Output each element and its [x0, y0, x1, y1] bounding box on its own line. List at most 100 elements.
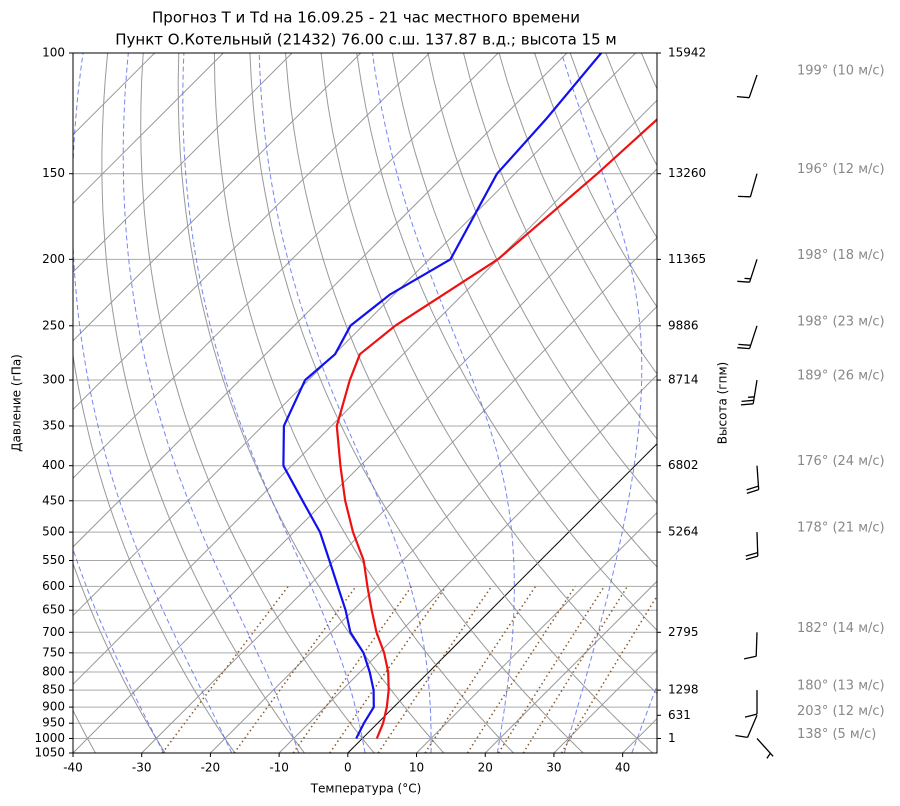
dry-adiabat	[249, 53, 584, 753]
isotherm	[347, 443, 657, 753]
dry-adiabat	[73, 352, 236, 753]
isotherm	[622, 717, 657, 753]
wind-label: 182° (14 м/с)	[797, 621, 885, 636]
y2-tick-label: 1	[668, 731, 676, 745]
isotherm	[73, 53, 293, 273]
plot-frame	[72, 52, 658, 754]
y-tick-label: 550	[42, 553, 65, 567]
isotherm	[73, 53, 636, 617]
wind-label: 198° (23 м/с)	[797, 314, 885, 329]
y-tick-label: 900	[42, 700, 65, 714]
x-tick-label: 10	[409, 761, 424, 775]
isotherm	[73, 53, 430, 411]
y-tick-label: 200	[42, 252, 65, 266]
mixing-ratio	[161, 585, 289, 753]
y2-tick-label: 1298	[668, 683, 699, 697]
y-tick-label: 650	[42, 603, 65, 617]
mixing-ratio	[233, 585, 357, 753]
dry-adiabat	[177, 53, 445, 753]
wind-barb	[735, 715, 758, 739]
dry-adiabat	[569, 53, 657, 239]
dry-adiabat	[101, 53, 305, 753]
y2-tick-label: 9886	[668, 318, 699, 332]
isotherm	[416, 511, 657, 753]
y-tick-label: 1000	[34, 731, 65, 745]
y-axis-label: Давление (гПа)	[10, 354, 24, 452]
x-tick-label: -30	[132, 761, 152, 775]
y-tick-label: 800	[42, 665, 65, 679]
mixing-ratio	[377, 585, 493, 753]
moist-adiabat	[561, 53, 643, 753]
y-tick-label: 500	[42, 525, 65, 539]
dry-adiabat	[677, 53, 900, 753]
mixing-ratio	[560, 594, 657, 753]
mixing-ratio	[466, 585, 576, 753]
x-tick-label: 0	[344, 761, 352, 775]
isotherm	[141, 236, 657, 753]
dry-adiabat	[140, 53, 375, 753]
dry-adiabat	[391, 53, 657, 568]
y-tick-label: 450	[42, 493, 65, 507]
y-tick-label: 950	[42, 716, 65, 730]
dry-adiabat	[320, 53, 657, 695]
wind-barb	[743, 632, 758, 660]
dry-adiabat	[498, 53, 657, 375]
moist-adiabat	[372, 53, 515, 753]
wind-label: 138° (5 м/с)	[797, 727, 876, 742]
y2-tick-label: 2795	[668, 625, 699, 639]
x-tick-label: 20	[478, 761, 493, 775]
y2-tick-label: 631	[668, 708, 691, 722]
dry-adiabat	[748, 53, 900, 753]
dry-adiabat	[213, 53, 514, 753]
isotherm	[73, 53, 362, 342]
wind-barb	[740, 379, 758, 406]
moist-adiabat	[258, 53, 432, 753]
isotherm	[73, 53, 224, 205]
x-tick-label: 40	[615, 761, 630, 775]
x-tick-label: 30	[546, 761, 561, 775]
wind-barb	[736, 74, 758, 99]
wind-barb	[756, 738, 774, 759]
wind-label: 178° (21 м/с)	[797, 521, 885, 536]
dry-adiabat	[784, 53, 900, 753]
isotherm	[73, 53, 499, 479]
isotherm	[73, 99, 657, 686]
wind-barb	[737, 325, 758, 350]
mixing-ratio	[497, 585, 605, 753]
dry-adiabat	[427, 53, 657, 505]
dry-adiabat	[356, 53, 657, 631]
profile-line	[335, 118, 657, 739]
y2-tick-label: 6802	[668, 458, 699, 472]
dry-adiabat	[463, 53, 657, 440]
plot-area	[73, 53, 900, 753]
dry-adiabat	[285, 53, 654, 753]
y-tick-label: 1050	[34, 746, 65, 760]
chart-title: Прогноз T и Td на 16.09.25 - 21 час мест…	[152, 9, 580, 27]
wind-barb	[744, 690, 758, 718]
y-tick-label: 250	[42, 318, 65, 332]
y2-tick-label: 5264	[668, 525, 699, 539]
dry-adiabat	[891, 53, 900, 753]
y-tick-label: 150	[42, 166, 65, 180]
isotherm	[73, 53, 568, 548]
x-tick-label: -10	[269, 761, 289, 775]
wind-barb	[746, 465, 760, 495]
x-axis-label: Температура (°C)	[310, 782, 422, 796]
y-tick-label: 850	[42, 683, 65, 697]
moist-adiabat	[631, 684, 657, 753]
isotherm	[210, 305, 657, 753]
isotherm	[73, 168, 657, 753]
mixing-ratio	[424, 585, 537, 753]
wind-label: 199° (10 м/с)	[797, 64, 885, 79]
y-tick-label: 750	[42, 645, 65, 659]
y-tick-label: 100	[42, 46, 65, 60]
chart-subtitle: Пункт О.Котельный (21432) 76.00 с.ш. 137…	[115, 31, 616, 49]
wind-label: 176° (24 м/с)	[797, 454, 885, 469]
dry-adiabat	[855, 53, 900, 753]
y-tick-label: 700	[42, 625, 65, 639]
x-tick-label: -40	[63, 761, 83, 775]
moist-adiabat	[182, 53, 366, 753]
y-tick-label: 300	[42, 373, 65, 387]
wind-label: 189° (26 м/с)	[797, 369, 885, 384]
